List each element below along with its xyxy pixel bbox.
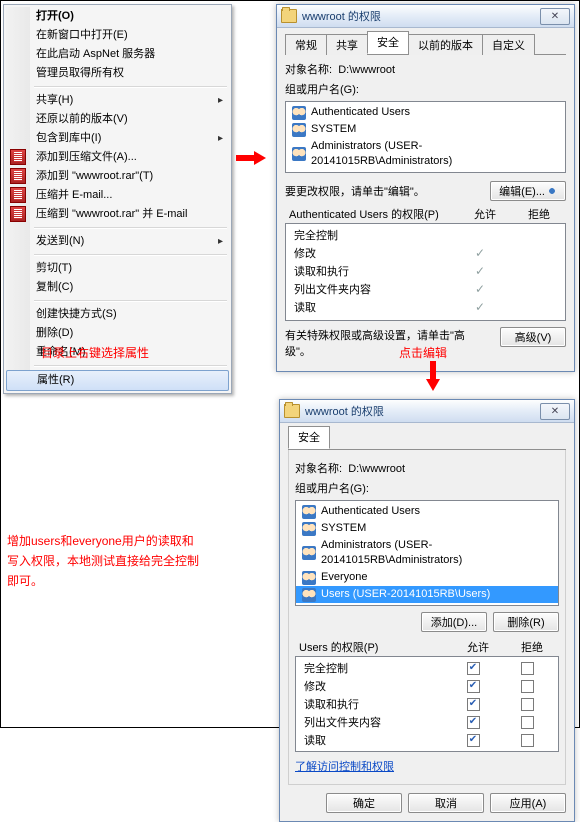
menu-delete[interactable]: 删除(D) (6, 324, 229, 343)
perm-header: Authenticated Users 的权限(P) (285, 205, 458, 223)
object-label: 对象名称: (295, 463, 342, 475)
winrar-icon (10, 149, 26, 165)
add-button[interactable]: 添加(D)... (421, 612, 487, 632)
permissions-dialog: wwwroot 的权限 ✕ 安全 对象名称: D:\wwwroot 组或用户名(… (279, 399, 575, 822)
menu-email-archive[interactable]: 压缩并 E-mail... (6, 186, 229, 205)
menu-add-archive[interactable]: 添加到压缩文件(A)... (6, 148, 229, 167)
menu-shortcut[interactable]: 创建快捷方式(S) (6, 305, 229, 324)
close-button[interactable]: ✕ (540, 8, 570, 25)
checkbox-deny[interactable] (521, 716, 534, 729)
list-item: Administrators (USER-20141015RB\Administ… (286, 138, 565, 170)
menu-open[interactable]: 打开(O) (6, 7, 229, 26)
users-icon (302, 505, 316, 519)
group-label: 组或用户名(G): (285, 81, 566, 97)
users-icon (302, 588, 316, 602)
tab-security[interactable]: 安全 (367, 31, 409, 54)
arrow-right-icon (236, 151, 266, 165)
caption-select-properties: 目录上右键选择属性 (41, 344, 149, 361)
menu-properties[interactable]: 属性(R) (6, 370, 229, 391)
menu-email-rar[interactable]: 压缩到 "wwwroot.rar" 并 E-mail (6, 205, 229, 224)
checkbox-deny[interactable] (521, 698, 534, 711)
menu-open-new-window[interactable]: 在新窗口中打开(E) (6, 26, 229, 45)
edit-hint: 要更改权限，请单击"编辑"。 (285, 183, 484, 199)
menu-include-lib[interactable]: 包含到库中(I) (6, 129, 229, 148)
tab-share[interactable]: 共享 (326, 34, 368, 55)
perm-header: Users 的权限(P) (295, 638, 451, 656)
tab-bar: 常规 共享 安全 以前的版本 自定义 (285, 34, 566, 55)
checkbox-deny[interactable] (521, 662, 534, 675)
list-item: SYSTEM (296, 520, 558, 537)
checkbox-allow[interactable] (467, 680, 480, 693)
users-icon (302, 546, 316, 560)
dialog-title: wwwroot 的权限 (302, 8, 540, 24)
edit-button[interactable]: 编辑(E)... (490, 181, 566, 201)
deny-header: 拒绝 (505, 638, 559, 656)
context-menu: 打开(O) 在新窗口中打开(E) 在此启动 AspNet 服务器 管理员取得所有… (3, 4, 232, 394)
ok-button[interactable]: 确定 (326, 793, 402, 813)
menu-admin-own[interactable]: 管理员取得所有权 (6, 64, 229, 83)
advanced-hint: 有关特殊权限或高级设置，请单击"高级"。 (285, 327, 494, 359)
close-button[interactable]: ✕ (540, 403, 570, 420)
learn-link[interactable]: 了解访问控制和权限 (295, 761, 394, 773)
user-list[interactable]: Authenticated Users SYSTEM Administrator… (285, 101, 566, 173)
cancel-button[interactable]: 取消 (408, 793, 484, 813)
properties-dialog: wwwroot 的权限 ✕ 常规 共享 安全 以前的版本 自定义 对象名称: D… (276, 4, 575, 372)
allow-header: 允许 (451, 638, 505, 656)
caption-click-edit: 点击编辑 (399, 344, 447, 361)
menu-restore-prev[interactable]: 还原以前的版本(V) (6, 110, 229, 129)
allow-header: 允许 (458, 205, 512, 223)
list-item: Authenticated Users (296, 503, 558, 520)
list-item-selected: Users (USER-20141015RB\Users) (296, 586, 558, 603)
list-item: Authenticated Users (286, 104, 565, 121)
menu-copy[interactable]: 复制(C) (6, 278, 229, 297)
winrar-icon (10, 206, 26, 222)
group-label: 组或用户名(G): (295, 480, 559, 496)
winrar-icon (10, 168, 26, 184)
menu-add-rar[interactable]: 添加到 "wwwroot.rar"(T) (6, 167, 229, 186)
dialog-title: wwwroot 的权限 (305, 403, 540, 419)
menu-cut[interactable]: 剪切(T) (6, 259, 229, 278)
permission-list[interactable]: 完全控制 修改✓ 读取和执行✓ 列出文件夹内容✓ 读取✓ 写入✓ (285, 223, 566, 321)
deny-header: 拒绝 (512, 205, 566, 223)
user-list[interactable]: Authenticated Users SYSTEM Administrator… (295, 500, 559, 606)
menu-send-to[interactable]: 发送到(N) (6, 232, 229, 251)
folder-icon (281, 9, 297, 23)
users-icon (292, 147, 306, 161)
list-item: Administrators (USER-20141015RB\Administ… (296, 537, 558, 569)
list-item: SYSTEM (286, 121, 565, 138)
checkbox-allow[interactable] (467, 698, 480, 711)
apply-button[interactable]: 应用(A) (490, 793, 566, 813)
checkbox-allow[interactable] (467, 734, 480, 747)
arrow-down-icon (426, 361, 440, 391)
users-icon (292, 106, 306, 120)
remove-button[interactable]: 删除(R) (493, 612, 559, 632)
checkbox-allow[interactable] (467, 716, 480, 729)
tab-custom[interactable]: 自定义 (482, 34, 535, 55)
permission-list[interactable]: 完全控制 修改 读取和执行 列出文件夹内容 读取 (295, 656, 559, 752)
object-label: 对象名称: (285, 64, 332, 76)
users-icon (302, 571, 316, 585)
tab-general[interactable]: 常规 (285, 34, 327, 55)
users-icon (292, 123, 306, 137)
checkbox-deny[interactable] (521, 734, 534, 747)
menu-share[interactable]: 共享(H) (6, 91, 229, 110)
tab-security[interactable]: 安全 (288, 426, 330, 449)
caption-add-users: 增加users和everyone用户的读取和 写入权限，本地测试直接给完全控制 … (7, 531, 199, 591)
list-item: Everyone (296, 569, 558, 586)
menu-aspnet[interactable]: 在此启动 AspNet 服务器 (6, 45, 229, 64)
object-path: D:\wwwroot (338, 64, 395, 76)
advanced-button[interactable]: 高级(V) (500, 327, 566, 347)
winrar-icon (10, 187, 26, 203)
checkbox-deny[interactable] (521, 680, 534, 693)
checkbox-allow[interactable] (467, 662, 480, 675)
users-icon (302, 522, 316, 536)
tab-previous[interactable]: 以前的版本 (408, 34, 483, 55)
object-path: D:\wwwroot (348, 463, 405, 475)
folder-icon (284, 404, 300, 418)
